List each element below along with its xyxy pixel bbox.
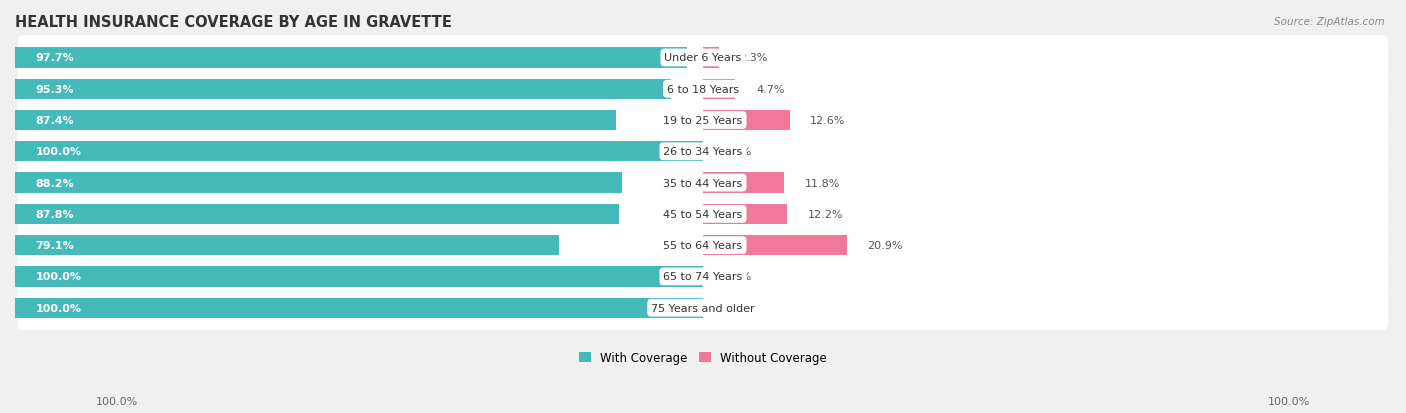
Text: 0.0%: 0.0% — [724, 147, 752, 157]
FancyBboxPatch shape — [18, 223, 1388, 268]
Text: 55 to 64 Years: 55 to 64 Years — [664, 240, 742, 251]
Legend: With Coverage, Without Coverage: With Coverage, Without Coverage — [574, 347, 832, 369]
Text: 12.2%: 12.2% — [807, 209, 844, 219]
Text: 2.3%: 2.3% — [740, 53, 768, 63]
Bar — [15, 79, 671, 100]
Text: Under 6 Years: Under 6 Years — [665, 53, 741, 63]
Bar — [15, 142, 703, 162]
Text: 100.0%: 100.0% — [96, 396, 138, 406]
Text: 88.2%: 88.2% — [35, 178, 75, 188]
Bar — [703, 79, 735, 100]
Bar — [703, 235, 846, 256]
Bar — [703, 111, 790, 131]
Text: 35 to 44 Years: 35 to 44 Years — [664, 178, 742, 188]
FancyBboxPatch shape — [18, 99, 1388, 143]
FancyBboxPatch shape — [18, 67, 1388, 112]
FancyBboxPatch shape — [18, 286, 1388, 330]
Bar — [15, 298, 703, 318]
Text: 45 to 54 Years: 45 to 54 Years — [664, 209, 742, 219]
Bar — [15, 204, 619, 225]
Text: 0.0%: 0.0% — [724, 303, 752, 313]
Bar — [703, 204, 787, 225]
Text: 4.7%: 4.7% — [756, 85, 785, 95]
Text: 11.8%: 11.8% — [804, 178, 841, 188]
Text: 87.4%: 87.4% — [35, 116, 75, 126]
Text: Source: ZipAtlas.com: Source: ZipAtlas.com — [1274, 17, 1385, 26]
Text: 12.6%: 12.6% — [810, 116, 845, 126]
FancyBboxPatch shape — [18, 255, 1388, 299]
Text: 95.3%: 95.3% — [35, 85, 75, 95]
FancyBboxPatch shape — [18, 130, 1388, 174]
Bar — [15, 235, 560, 256]
Bar — [15, 173, 621, 193]
Text: 20.9%: 20.9% — [868, 240, 903, 251]
Bar — [703, 173, 785, 193]
Text: 0.0%: 0.0% — [724, 272, 752, 282]
Bar — [15, 111, 616, 131]
FancyBboxPatch shape — [18, 192, 1388, 236]
Text: 65 to 74 Years: 65 to 74 Years — [664, 272, 742, 282]
Text: 97.7%: 97.7% — [35, 53, 75, 63]
FancyBboxPatch shape — [18, 161, 1388, 205]
FancyBboxPatch shape — [18, 36, 1388, 80]
Text: 19 to 25 Years: 19 to 25 Years — [664, 116, 742, 126]
Text: 100.0%: 100.0% — [1268, 396, 1310, 406]
Text: 100.0%: 100.0% — [35, 147, 82, 157]
Text: 100.0%: 100.0% — [35, 272, 82, 282]
Text: 87.8%: 87.8% — [35, 209, 75, 219]
Text: 6 to 18 Years: 6 to 18 Years — [666, 85, 740, 95]
Text: 26 to 34 Years: 26 to 34 Years — [664, 147, 742, 157]
Text: 75 Years and older: 75 Years and older — [651, 303, 755, 313]
Bar — [703, 48, 718, 69]
Text: 79.1%: 79.1% — [35, 240, 75, 251]
Text: 100.0%: 100.0% — [35, 303, 82, 313]
Bar — [15, 267, 703, 287]
Text: HEALTH INSURANCE COVERAGE BY AGE IN GRAVETTE: HEALTH INSURANCE COVERAGE BY AGE IN GRAV… — [15, 15, 451, 30]
Bar — [15, 48, 688, 69]
